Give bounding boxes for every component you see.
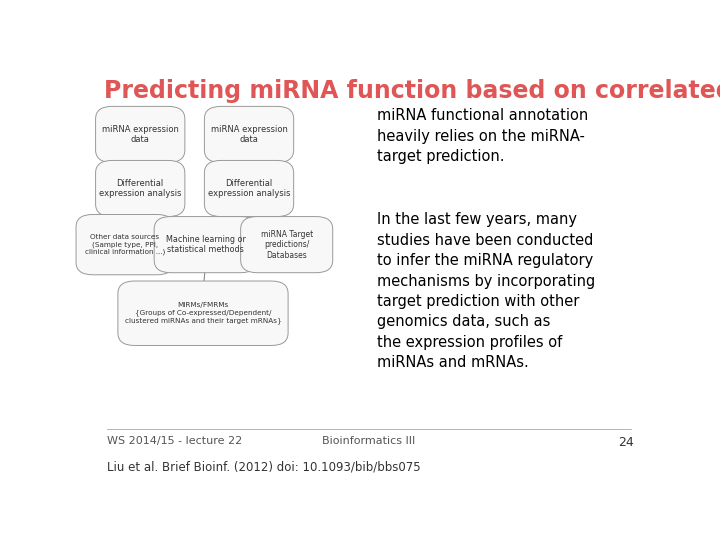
FancyBboxPatch shape (204, 106, 294, 163)
Text: WS 2014/15 - lecture 22: WS 2014/15 - lecture 22 (107, 436, 242, 446)
Text: Bioinformatics III: Bioinformatics III (323, 436, 415, 446)
Text: In the last few years, many
studies have been conducted
to infer the miRNA regul: In the last few years, many studies have… (377, 212, 595, 370)
Text: Differential
expression analysis: Differential expression analysis (208, 179, 290, 198)
FancyBboxPatch shape (154, 217, 258, 273)
FancyBboxPatch shape (96, 160, 185, 217)
Text: miRNA functional annotation
heavily relies on the miRNA-
target prediction.: miRNA functional annotation heavily reli… (377, 109, 589, 164)
Text: miRNA Target
predictions/
Databases: miRNA Target predictions/ Databases (261, 230, 312, 260)
FancyBboxPatch shape (76, 214, 174, 275)
Text: miRNA expression
data: miRNA expression data (210, 125, 287, 144)
Text: Other data sources
(Sample type, PPI,
clinical information ...): Other data sources (Sample type, PPI, cl… (85, 234, 165, 255)
FancyBboxPatch shape (118, 281, 288, 346)
Text: Predicting miRNA function based on correlated expression: Predicting miRNA function based on corre… (104, 79, 720, 103)
Text: Liu et al. Brief Bioinf. (2012) doi: 10.1093/bib/bbs075: Liu et al. Brief Bioinf. (2012) doi: 10.… (107, 461, 420, 474)
Text: Machine learning or
statistical methods: Machine learning or statistical methods (166, 235, 246, 254)
FancyBboxPatch shape (96, 106, 185, 163)
Text: Differential
expression analysis: Differential expression analysis (99, 179, 181, 198)
Text: MIRMs/FMRMs
{Groups of Co-expressed/Dependent/
clustered miRNAs and their target: MIRMs/FMRMs {Groups of Co-expressed/Depe… (125, 302, 282, 324)
Text: 24: 24 (618, 436, 634, 449)
FancyBboxPatch shape (240, 217, 333, 273)
Text: miRNA expression
data: miRNA expression data (102, 125, 179, 144)
FancyBboxPatch shape (204, 160, 294, 217)
